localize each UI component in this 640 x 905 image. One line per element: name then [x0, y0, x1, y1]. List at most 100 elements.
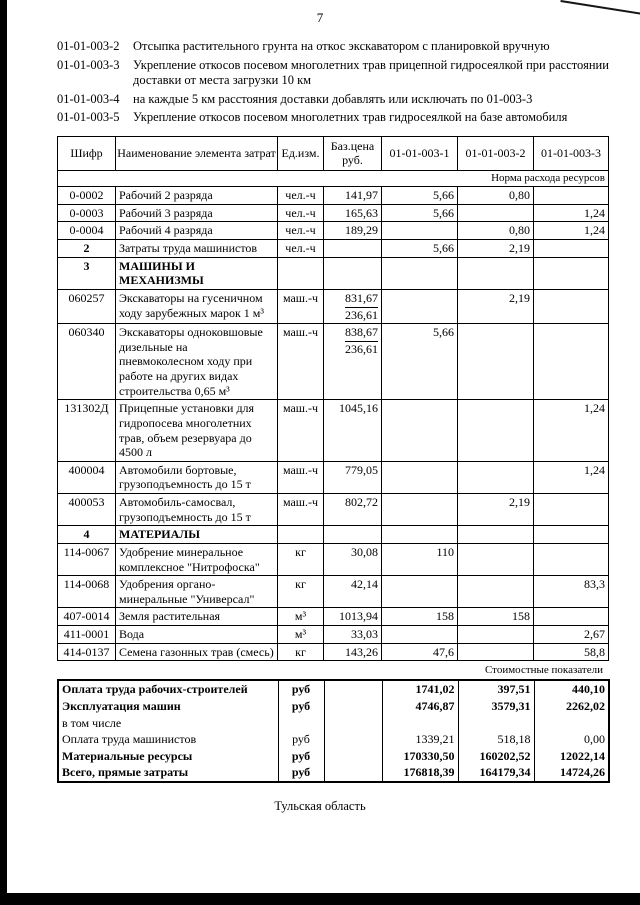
summary-value-003-2 — [457, 714, 535, 732]
cell-unit: маш.-ч — [277, 399, 324, 462]
cell-price: 779,05 — [323, 460, 382, 495]
cell-code: 131302Д — [57, 399, 116, 462]
cell-name: Земля растительная — [115, 607, 278, 627]
cell-value-003-2: 2,19 — [457, 239, 534, 258]
summary-value-003-1 — [381, 714, 459, 732]
summary-price-spacer — [323, 764, 383, 783]
cell-value-003-2 — [457, 399, 534, 462]
summary-row: Эксплуатация машин руб 4746,87 3579,31 2262,… — [57, 697, 610, 715]
cell-code: 114-0067 — [57, 542, 116, 577]
summary-value-003-3: 14724,26 — [533, 764, 610, 783]
summary-label: Эксплуатация машин — [57, 697, 279, 715]
cell-code: 400053 — [57, 493, 116, 527]
price-numerator: 838,67 — [327, 325, 378, 342]
cell-unit: кг — [277, 575, 324, 609]
scan-bottom-edge — [0, 893, 640, 905]
cell-value-003-2 — [457, 625, 534, 644]
intro-item-code: 01-01-003-2 — [57, 39, 120, 53]
cell-value-003-3: 1,24 — [533, 203, 609, 223]
resource-rows: 0-0002 Рабочий 2 разряда чел.-ч 141,97 5,66 0… — [57, 186, 609, 662]
cell-unit: чел.-ч — [277, 203, 324, 223]
cell-value-003-3 — [533, 239, 609, 258]
cell-name: Затраты труда машинистов — [115, 239, 278, 258]
cell-value-003-3: 1,24 — [533, 460, 609, 495]
summary-row: Всего, прямые затраты руб 176818,39 164179,… — [57, 764, 610, 783]
cell-unit: чел.-ч — [277, 186, 324, 205]
table-row: 114-0067 Удобрение минеральное комплексно… — [57, 542, 609, 577]
cell-value-003-1: 110 — [381, 542, 458, 577]
summary-price-spacer — [323, 714, 383, 732]
cell-value-003-3: 1,24 — [533, 399, 609, 462]
cell-price — [323, 256, 382, 290]
table-row: 411-0001 Вода м³ 33,03 2,67 — [57, 625, 609, 644]
cell-value-003-2: 0,80 — [457, 221, 534, 241]
cell-name: МАТЕРИАЛЫ — [115, 525, 278, 544]
table-header-row: Шифр Наименование элемента затрат Ед.изм… — [57, 135, 609, 171]
cell-value-003-2: 158 — [457, 607, 534, 627]
summary-rows: Оплата труда рабочих-строителей руб 1741,0… — [57, 680, 610, 783]
summary-label: Всего, прямые затраты — [57, 764, 279, 783]
cell-unit: маш.-ч — [277, 288, 324, 325]
cell-value-003-1: 158 — [381, 607, 458, 627]
norm-note-row: Норма расхода ресурсов — [57, 169, 609, 188]
summary-unit — [277, 714, 325, 732]
summary-value-003-3: 12022,14 — [533, 747, 610, 765]
summary-value-003-1: 1741,02 — [381, 680, 459, 698]
cell-price: 143,26 — [323, 642, 382, 662]
table-row: 0-0004 Рабочий 4 разряда чел.-ч 189,29 0,80 1… — [57, 221, 609, 241]
cell-code: 0-0002 — [57, 186, 116, 205]
col-header-003-1: 01-01-003-1 — [381, 135, 458, 171]
summary-label: Оплата труда машинистов — [57, 731, 279, 748]
price-numerator-value: 831,67 — [345, 291, 378, 308]
cell-price: 30,08 — [323, 542, 382, 577]
cell-value-003-2 — [457, 460, 534, 495]
cell-price — [323, 525, 382, 544]
cell-value-003-1 — [381, 256, 458, 290]
intro-list: 01-01-003-2 Отсыпка растительного грунта … — [57, 39, 612, 126]
intro-item-text: на каждые 5 км расстояния доставки добав… — [133, 91, 533, 106]
cell-value-003-2 — [457, 256, 534, 290]
col-header-003-3: 01-01-003-3 — [533, 135, 609, 171]
cell-value-003-3 — [533, 493, 609, 527]
summary-value-003-3 — [533, 714, 610, 732]
cell-value-003-2: 2,19 — [457, 493, 534, 527]
summary-row: Оплата труда рабочих-строителей руб 1741,0… — [57, 680, 610, 698]
cell-value-003-1: 5,66 — [381, 323, 458, 401]
cell-price: 838,67 236,61 — [323, 323, 382, 401]
cell-price: 189,29 — [323, 221, 382, 241]
cell-unit: чел.-ч — [277, 239, 324, 258]
summary-value-003-2: 3579,31 — [457, 697, 535, 715]
cell-code: 3 — [57, 256, 116, 290]
intro-item-text: Укрепление откосов посевом многолетних т… — [133, 110, 568, 124]
intro-item: 01-01-003-4 на каждые 5 км расстояния дос… — [57, 92, 612, 108]
cell-value-003-3: 58,8 — [533, 642, 609, 662]
table-row: 407-0014 Земля растительная м³ 1013,94 158 15… — [57, 607, 609, 627]
cell-value-003-3 — [533, 288, 609, 325]
cell-value-003-1 — [381, 399, 458, 462]
cell-price: 33,03 — [323, 625, 382, 644]
cell-value-003-1 — [381, 460, 458, 495]
col-header-003-2: 01-01-003-2 — [457, 135, 534, 171]
summary-label: Материальные ресурсы — [57, 747, 279, 765]
cell-value-003-2: 0,80 — [457, 186, 534, 205]
col-header-price: Баз.цена руб. — [323, 135, 382, 171]
cell-code: 2 — [57, 239, 116, 258]
summary-price-spacer — [323, 680, 383, 698]
page-footer: Тульская область — [274, 799, 366, 814]
cell-name: Удобрение минеральное комплексное "Нитро… — [115, 542, 278, 577]
summary-price-spacer — [323, 747, 383, 765]
cell-value-003-3 — [533, 607, 609, 627]
cell-code: 060257 — [57, 288, 116, 325]
summary-value-003-2: 397,51 — [457, 680, 535, 698]
cell-value-003-1 — [381, 625, 458, 644]
cell-value-003-3 — [533, 186, 609, 205]
table-row: 060340 Экскаваторы одноковшовые дизельные… — [57, 323, 609, 401]
cell-value-003-2 — [457, 525, 534, 544]
intro-item: 01-01-003-3 Укрепление откосов посевом мн… — [57, 58, 612, 89]
cell-value-003-1 — [381, 221, 458, 241]
summary-label: в том числе — [57, 714, 279, 732]
cell-value-003-3: 2,67 — [533, 625, 609, 644]
cell-name: Удобрения органо-минеральные "Универсал" — [115, 575, 278, 609]
summary-table: Оплата труда рабочих-строителей руб 1741,0… — [57, 679, 610, 784]
cell-name: Семена газонных трав (смесь) — [115, 642, 278, 662]
